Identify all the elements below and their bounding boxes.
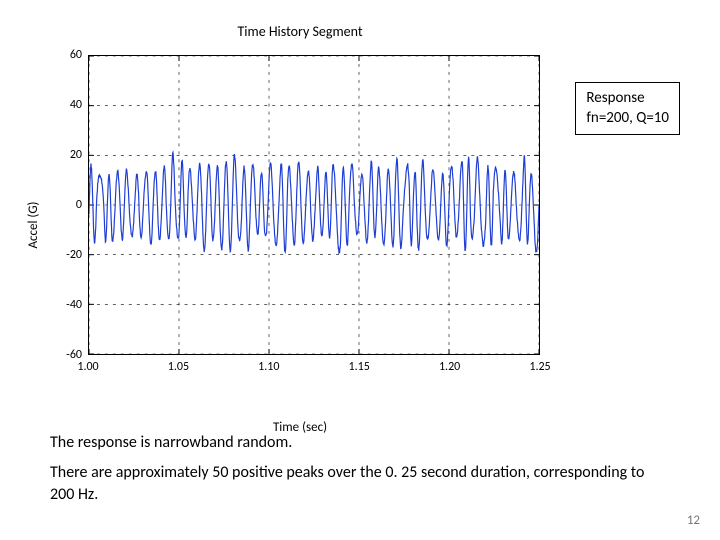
x-tick-label: 1.10 bbox=[249, 360, 289, 374]
y-tick-label: 40 bbox=[52, 98, 82, 112]
paragraph-1: The response is narrowband random. bbox=[50, 432, 670, 454]
signal-svg bbox=[89, 56, 539, 354]
caption-line-2: fn=200, Q=10 bbox=[586, 109, 669, 129]
page-number: 12 bbox=[687, 513, 700, 528]
x-tick-label: 1.20 bbox=[430, 360, 470, 374]
plot-area bbox=[88, 55, 540, 355]
caption-line-1: Response bbox=[586, 89, 669, 109]
y-tick-label: -40 bbox=[52, 298, 82, 312]
y-tick-label: 20 bbox=[52, 148, 82, 162]
y-axis-label: Accel (G) bbox=[26, 202, 41, 249]
y-tick-label: 60 bbox=[52, 48, 82, 62]
y-tick-label: 0 bbox=[52, 198, 82, 212]
x-tick-label: 1.25 bbox=[520, 360, 560, 374]
chart-title: Time History Segment bbox=[60, 23, 540, 40]
paragraph-2: There are approximately 50 positive peak… bbox=[50, 462, 670, 505]
x-tick-label: 1.05 bbox=[158, 360, 198, 374]
chart-container: Time History Segment Accel (G) -60-40-20… bbox=[60, 55, 540, 395]
caption-box: Response fn=200, Q=10 bbox=[575, 82, 680, 135]
x-tick-label: 1.00 bbox=[68, 360, 108, 374]
x-tick-label: 1.15 bbox=[339, 360, 379, 374]
y-tick-label: -20 bbox=[52, 248, 82, 262]
